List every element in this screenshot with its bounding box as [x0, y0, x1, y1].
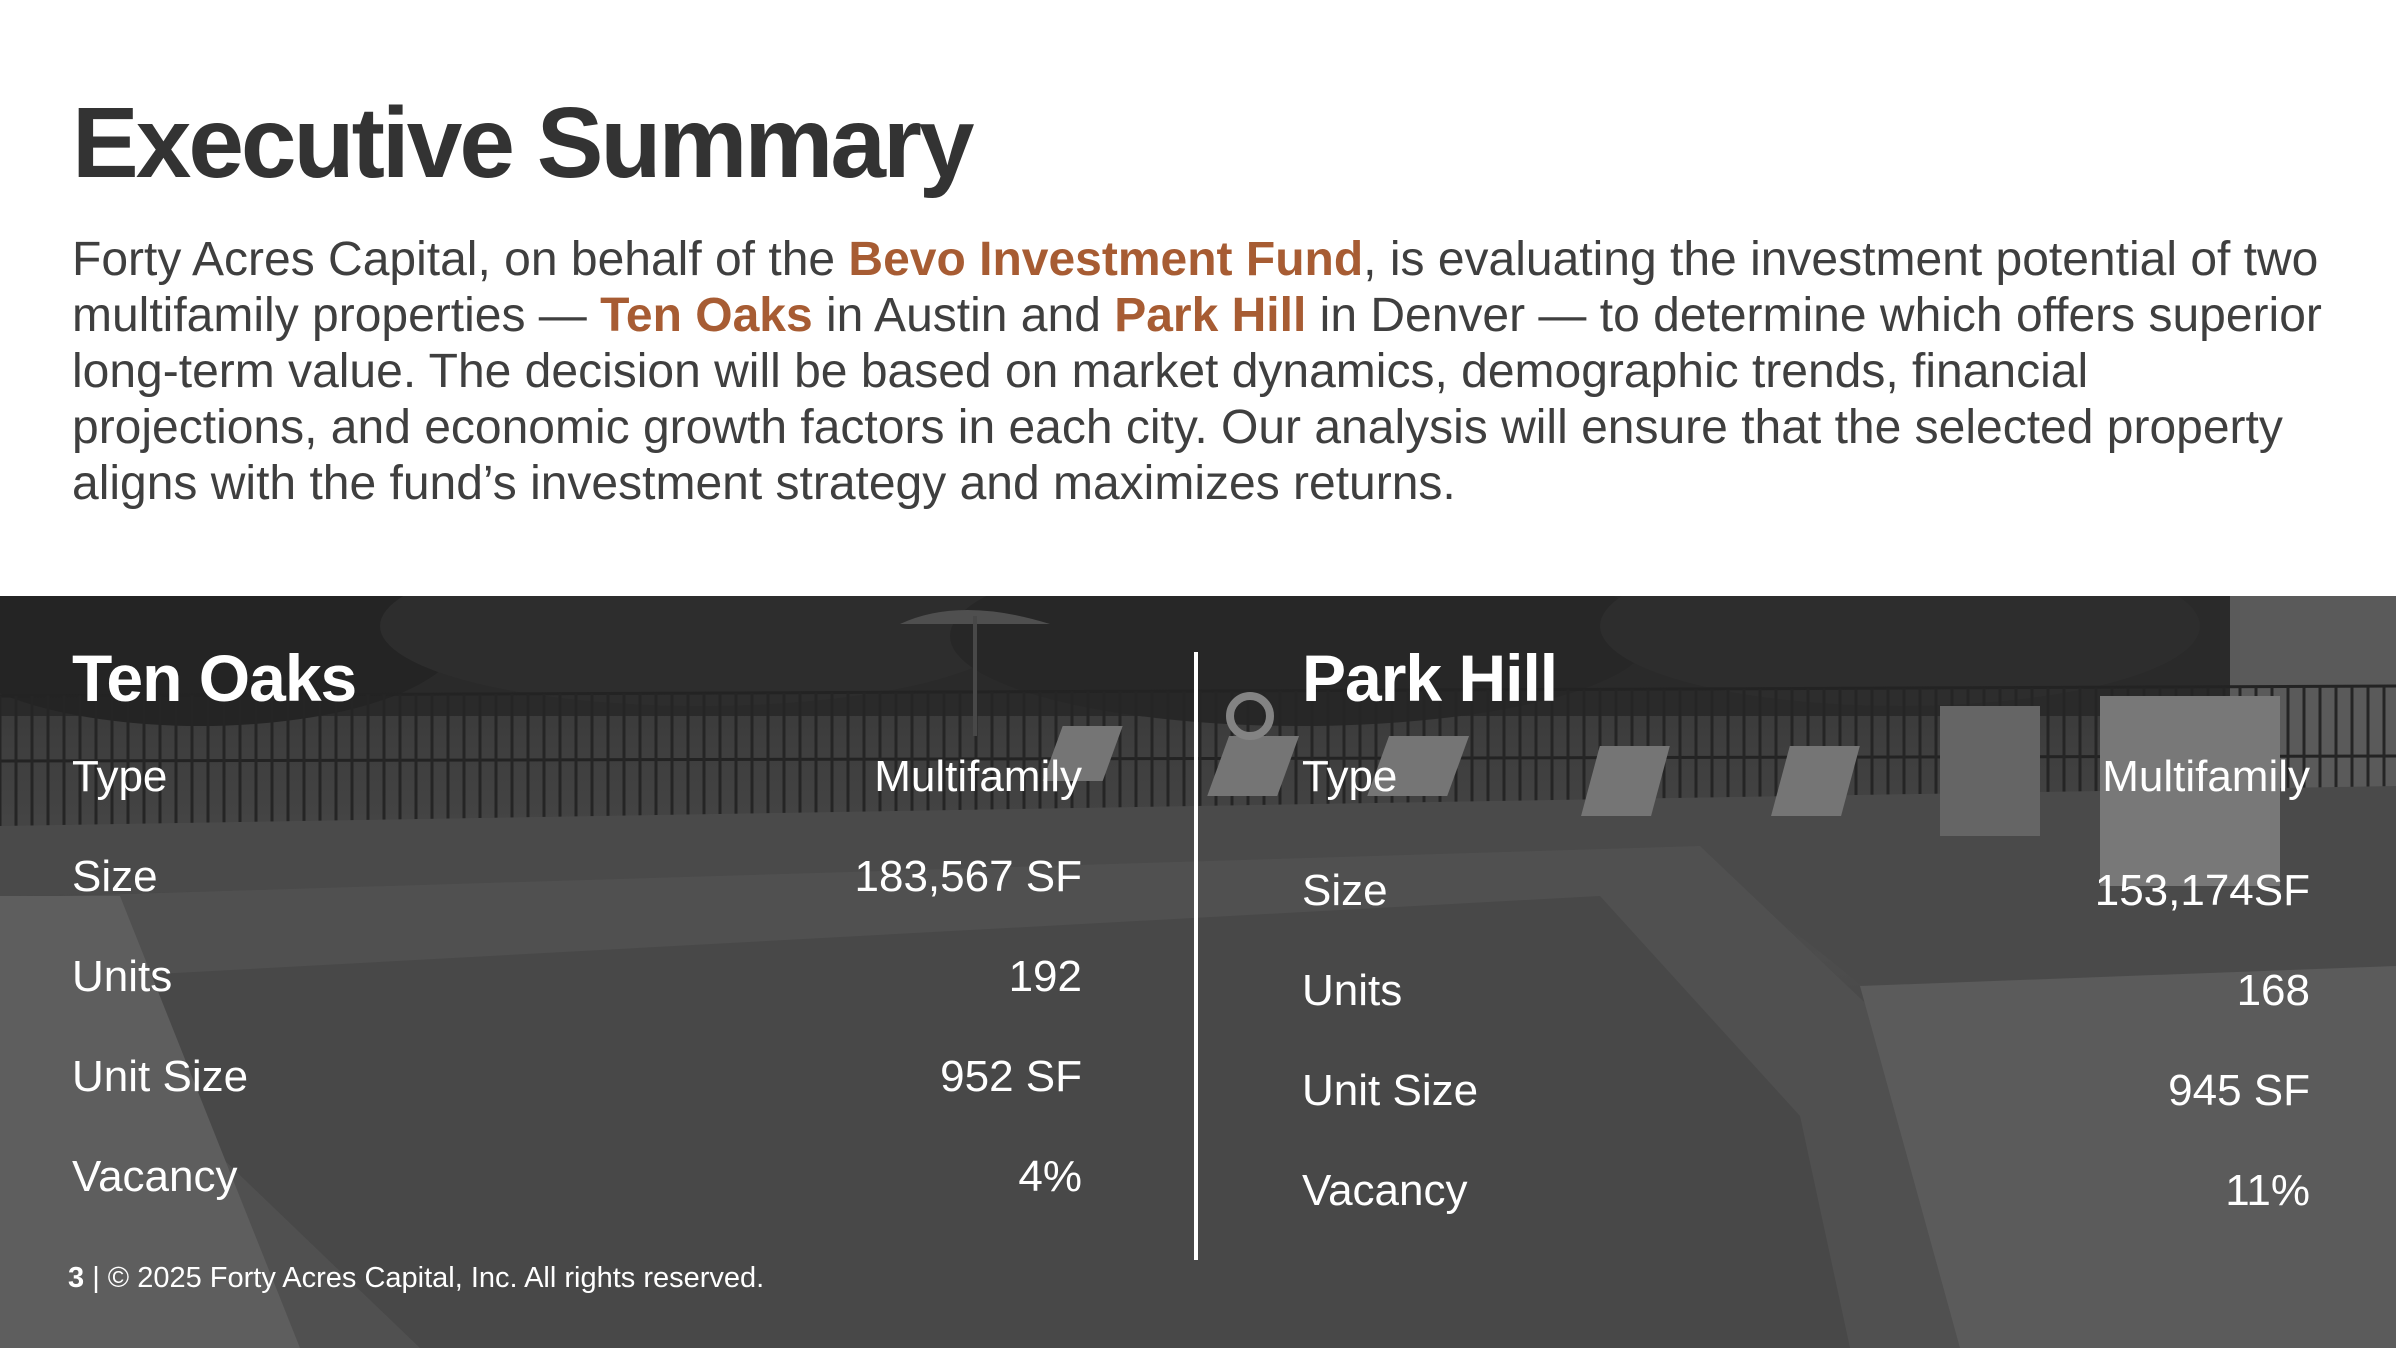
park-hill-row-type: Type Multifamily — [1302, 752, 2310, 802]
row-label: Size — [72, 852, 158, 901]
park-hill-row-size: Size 153,174SF — [1302, 866, 2310, 916]
row-label: Unit Size — [72, 1052, 249, 1101]
property-name-ten-oaks: Ten Oaks — [600, 289, 813, 342]
row-value: 168 — [2236, 966, 2310, 1015]
footer: 3 | © 2025 Forty Acres Capital, Inc. All… — [68, 1262, 764, 1295]
intro-text: Forty Acres Capital, on behalf of the — [72, 233, 849, 286]
column-divider — [1194, 652, 1198, 1260]
park-hill-row-units: Units 168 — [1302, 966, 2310, 1016]
park-hill-title: Park Hill — [1302, 641, 1558, 715]
row-value: 183,567 SF — [854, 852, 1083, 901]
row-label: Vacancy — [1302, 1166, 1468, 1215]
row-label: Vacancy — [72, 1152, 238, 1201]
row-label: Type — [72, 752, 168, 801]
page-number: 3 — [68, 1262, 85, 1294]
row-value: 153,174SF — [2094, 866, 2310, 915]
row-value: 4% — [1018, 1152, 1082, 1201]
ten-oaks-row-type: Type Multifamily — [72, 752, 1082, 802]
row-value: Multifamily — [874, 752, 1082, 801]
row-label: Units — [1302, 966, 1403, 1015]
ten-oaks-title: Ten Oaks — [72, 641, 357, 715]
intro-text: in Austin and — [812, 289, 1115, 342]
row-value: Multifamily — [2102, 752, 2310, 801]
row-value: 192 — [1008, 952, 1082, 1001]
ten-oaks-row-units: Units 192 — [72, 952, 1082, 1002]
fund-name: Bevo Investment Fund — [848, 233, 1364, 286]
park-hill-row-unit-size: Unit Size 945 SF — [1302, 1066, 2310, 1116]
row-label: Size — [1302, 866, 1388, 915]
ten-oaks-row-unit-size: Unit Size 952 SF — [72, 1052, 1082, 1102]
intro-paragraph: Forty Acres Capital, on behalf of the Be… — [72, 232, 2332, 512]
row-label: Unit Size — [1302, 1066, 1479, 1115]
copyright-text: | © 2025 Forty Acres Capital, Inc. All r… — [84, 1262, 765, 1294]
property-name-park-hill: Park Hill — [1114, 289, 1307, 342]
row-label: Units — [72, 952, 173, 1001]
row-label: Type — [1302, 752, 1398, 801]
pool-scene-illustration — [0, 596, 2396, 1348]
intro-text: in Denver — to determine which offers su… — [72, 289, 2322, 510]
row-value: 11% — [2225, 1166, 2310, 1215]
park-hill-row-vacancy: Vacancy 11% — [1302, 1166, 2310, 1216]
pool-background-photo — [0, 596, 2396, 1348]
row-value: 945 SF — [2168, 1066, 2310, 1115]
page-title: Executive Summary — [72, 87, 974, 199]
row-value: 952 SF — [940, 1052, 1082, 1101]
ten-oaks-row-vacancy: Vacancy 4% — [72, 1152, 1082, 1202]
intro-text: , is evaluating the investment potential… — [72, 233, 2319, 342]
ten-oaks-row-size: Size 183,567 SF — [72, 852, 1082, 902]
